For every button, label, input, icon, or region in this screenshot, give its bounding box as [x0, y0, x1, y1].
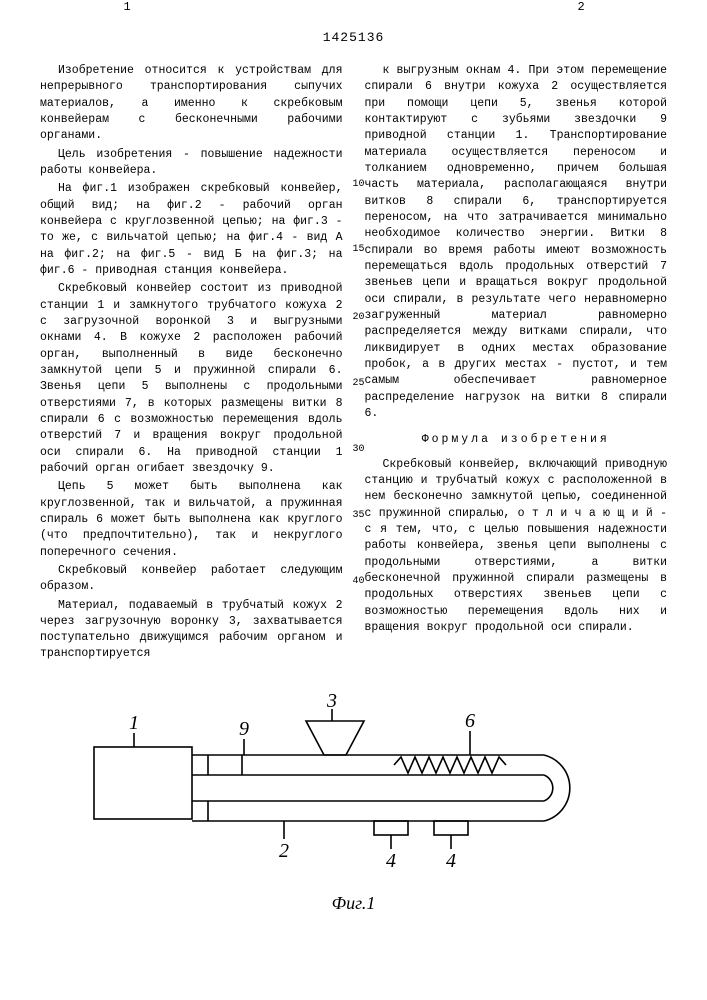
line-number: 10	[351, 178, 365, 192]
para: Скребковый конвейер работает следующим о…	[40, 563, 343, 596]
figure-label: Фиг.1	[40, 893, 667, 914]
col-number-right: 2	[578, 0, 585, 14]
callout-2: 2	[279, 840, 289, 862]
line-number: 15	[351, 243, 365, 257]
line-number: 35	[351, 509, 365, 523]
left-column: Изобретение относится к устройствам для …	[40, 63, 343, 665]
claim: Скребковый конвейер, включающий приводну…	[365, 457, 668, 637]
callout-4a: 4	[386, 850, 396, 872]
para: На фиг.1 изображен скребковый конвейер, …	[40, 181, 343, 279]
para: к выгрузным окнам 4. При этом перемещени…	[365, 63, 668, 422]
line-number: 40	[351, 575, 365, 589]
formula-title: Формула изобретения	[365, 432, 668, 448]
para: Материал, подаваемый в трубчатый кожух 2…	[40, 598, 343, 663]
patent-page: 1 2 1425136 Изобретение относится к устр…	[0, 0, 707, 934]
callout-9: 9	[239, 718, 249, 740]
figure-svg: 1 9 3 6 2 4 4	[74, 689, 634, 889]
line-number: 25	[351, 377, 365, 391]
callout-6: 6	[465, 710, 475, 732]
para: Цепь 5 может быть выполнена как круглозв…	[40, 479, 343, 561]
text-columns: Изобретение относится к устройствам для …	[40, 63, 667, 665]
document-number: 1425136	[40, 30, 667, 45]
line-number: 20	[351, 311, 365, 325]
line-number: 30	[351, 443, 365, 457]
right-column: к выгрузным окнам 4. При этом перемещени…	[365, 63, 668, 665]
callout-3: 3	[326, 690, 337, 712]
para: Изобретение относится к устройствам для …	[40, 63, 343, 145]
callout-1: 1	[129, 712, 139, 734]
para: Цель изобретения - повышение надежности …	[40, 147, 343, 180]
figure-1: 1 9 3 6 2 4 4 Фиг.1	[40, 689, 667, 914]
col-number-left: 1	[124, 0, 131, 14]
callout-4b: 4	[446, 850, 456, 872]
para: Скребковый конвейер состоит из приводной…	[40, 281, 343, 477]
